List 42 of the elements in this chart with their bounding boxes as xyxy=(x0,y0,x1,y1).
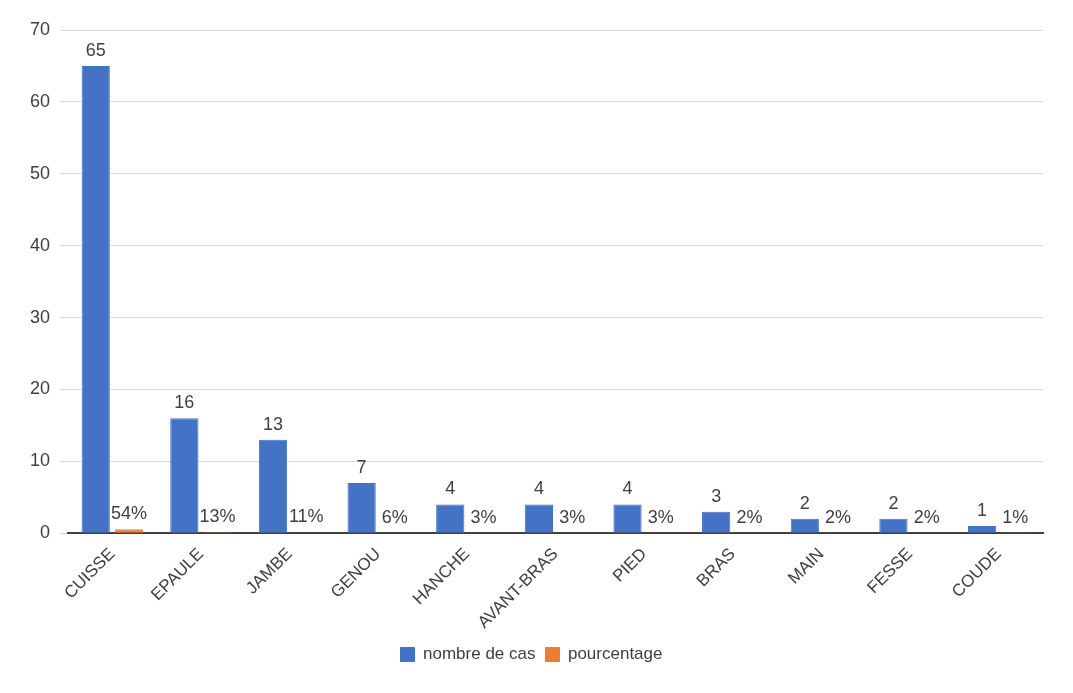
data-label: 3% xyxy=(470,506,497,527)
bar xyxy=(170,418,199,533)
y-tick-label: 60 xyxy=(29,90,51,111)
y-tick-label: 10 xyxy=(29,450,51,471)
data-label: 65 xyxy=(85,39,106,60)
data-label: 3 xyxy=(711,485,722,506)
data-label: 1 xyxy=(977,499,988,520)
bar xyxy=(524,504,554,533)
data-label: 2 xyxy=(888,492,899,513)
data-label: 54% xyxy=(110,503,147,524)
y-tick-label: 70 xyxy=(29,18,51,39)
bar xyxy=(81,65,110,533)
data-label: 4 xyxy=(622,478,633,499)
data-label: 2% xyxy=(825,507,852,528)
data-label: 7 xyxy=(356,456,367,477)
data-label: 2% xyxy=(736,507,763,528)
y-tick-label: 20 xyxy=(29,378,51,399)
y-tick-label: 0 xyxy=(40,522,51,543)
bar xyxy=(258,439,288,533)
bar xyxy=(702,511,731,533)
bar xyxy=(790,518,819,533)
bar xyxy=(613,504,642,533)
data-label: 3% xyxy=(647,506,674,527)
y-tick-label: 30 xyxy=(29,306,51,327)
data-label: 16 xyxy=(174,392,195,413)
y-tick-label: 40 xyxy=(29,234,51,255)
bar xyxy=(879,518,908,533)
bar xyxy=(436,504,465,533)
legend-label: pourcentage xyxy=(567,644,663,664)
data-label: 11% xyxy=(288,506,324,527)
data-label: 1% xyxy=(1002,507,1029,528)
data-label: 4 xyxy=(445,478,456,499)
data-label: 2 xyxy=(799,492,810,513)
y-tick-label: 50 xyxy=(29,162,51,183)
bar xyxy=(347,482,376,533)
data-label: 2% xyxy=(913,507,940,528)
data-label: 6% xyxy=(381,506,408,527)
data-label: 13 xyxy=(262,413,283,434)
data-label: 3% xyxy=(559,506,586,527)
data-label: 13% xyxy=(199,506,236,527)
legend-label: nombre de cas xyxy=(423,644,536,664)
data-label: 4 xyxy=(533,478,544,499)
